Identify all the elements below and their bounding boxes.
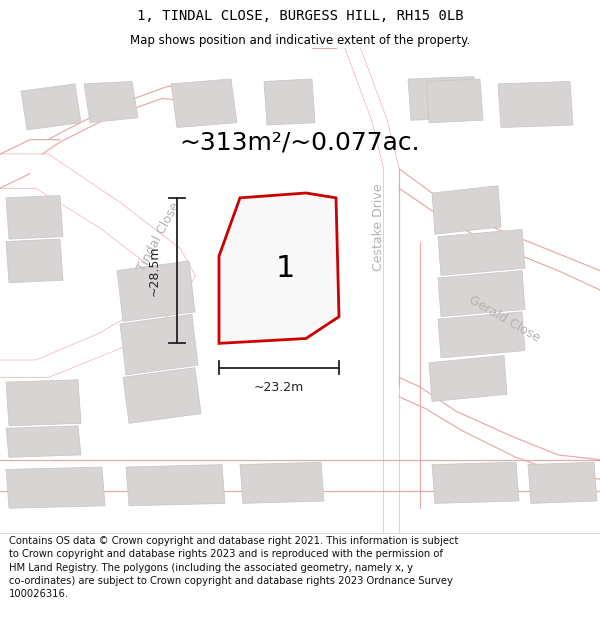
Polygon shape <box>327 48 399 532</box>
Polygon shape <box>126 464 225 506</box>
Polygon shape <box>426 79 483 122</box>
Text: Cestake Drive: Cestake Drive <box>371 183 385 271</box>
Polygon shape <box>123 368 201 423</box>
Text: ~28.5m: ~28.5m <box>148 246 161 296</box>
Polygon shape <box>498 81 573 127</box>
Text: Map shows position and indicative extent of the property.: Map shows position and indicative extent… <box>130 34 470 48</box>
Polygon shape <box>408 77 477 120</box>
Polygon shape <box>6 426 81 458</box>
Polygon shape <box>429 356 507 401</box>
Text: Tindal Close: Tindal Close <box>136 200 182 273</box>
Polygon shape <box>6 380 81 426</box>
Polygon shape <box>0 154 195 378</box>
Polygon shape <box>438 312 525 358</box>
Polygon shape <box>240 462 324 503</box>
Polygon shape <box>117 261 195 321</box>
Text: Contains OS data © Crown copyright and database right 2021. This information is : Contains OS data © Crown copyright and d… <box>9 536 458 599</box>
Text: Gerald Close: Gerald Close <box>466 294 542 345</box>
Polygon shape <box>21 84 81 130</box>
Polygon shape <box>432 462 519 503</box>
Polygon shape <box>6 467 105 508</box>
Polygon shape <box>171 79 237 128</box>
Polygon shape <box>432 186 501 234</box>
Polygon shape <box>120 314 198 375</box>
Polygon shape <box>84 81 138 122</box>
Polygon shape <box>264 79 315 125</box>
Text: 1, TINDAL CLOSE, BURGESS HILL, RH15 0LB: 1, TINDAL CLOSE, BURGESS HILL, RH15 0LB <box>137 9 463 24</box>
Polygon shape <box>528 462 597 503</box>
Text: 1: 1 <box>275 254 295 282</box>
Text: ~313m²/~0.077ac.: ~313m²/~0.077ac. <box>179 130 421 154</box>
Polygon shape <box>6 196 63 239</box>
Text: ~23.2m: ~23.2m <box>254 381 304 394</box>
Polygon shape <box>6 239 63 282</box>
Polygon shape <box>438 271 525 317</box>
Polygon shape <box>438 229 525 276</box>
Polygon shape <box>219 193 339 343</box>
